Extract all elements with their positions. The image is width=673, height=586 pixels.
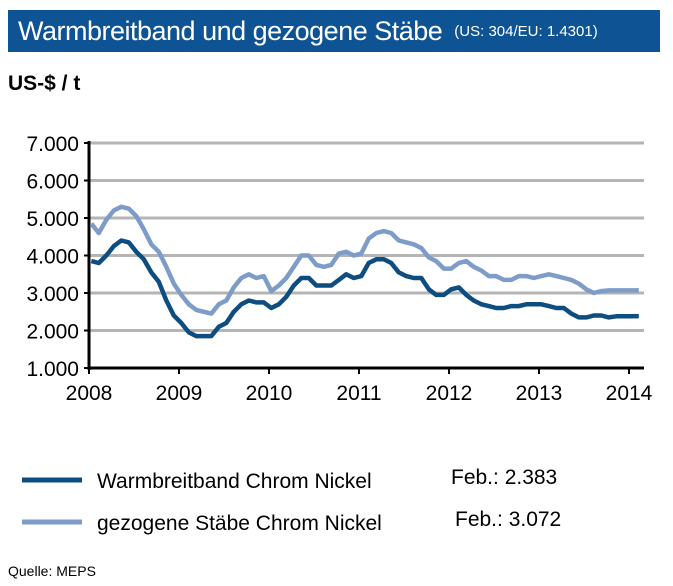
x-tick-label: 2014	[606, 382, 653, 405]
series-line	[90, 238, 639, 339]
x-tick-label: 2011	[336, 382, 381, 405]
y-tick-label: 2.000	[26, 321, 79, 344]
y-tick-label: 7.000	[26, 133, 79, 156]
title-banner: Warmbreitband und gezogene Stäbe (US: 30…	[8, 10, 660, 52]
legend-annotation: Feb.: 3.072	[455, 508, 561, 531]
y-axis-label: US-$ / t	[8, 72, 81, 95]
x-tick-label: 2012	[426, 382, 473, 405]
y-tick-label: 3.000	[26, 283, 79, 306]
x-tick-label: 2009	[156, 382, 203, 405]
y-tick-label: 5.000	[26, 208, 79, 231]
y-tick-label: 1.000	[26, 358, 79, 381]
chart-title: Warmbreitband und gezogene Stäbe	[18, 15, 443, 46]
source-note: Quelle: MEPS	[8, 563, 96, 579]
x-tick-label: 2013	[516, 382, 563, 405]
x-tick-label: 2010	[246, 382, 293, 405]
legend-annotation: Feb.: 2.383	[451, 466, 557, 489]
legend-label: Warmbreitband Chrom Nickel	[97, 470, 372, 493]
series-line	[89, 204, 639, 316]
y-tick-label: 6.000	[26, 171, 79, 194]
legend-label: gezogene Stäbe Chrom Nickel	[97, 512, 382, 535]
chart-subtitle: (US: 304/EU: 1.4301)	[454, 22, 598, 40]
x-tick-label: 2008	[66, 382, 113, 405]
y-tick-label: 4.000	[26, 246, 79, 269]
